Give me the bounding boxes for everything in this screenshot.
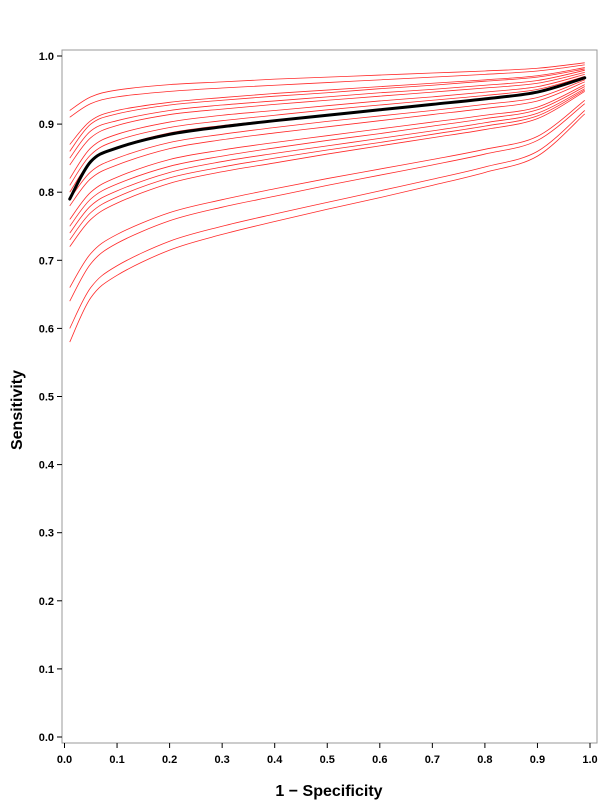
series-line-6	[69, 71, 585, 166]
x-tick-label: 0.1	[109, 754, 124, 766]
series-line-20	[69, 113, 586, 343]
y-tick-label: 0.9	[39, 119, 54, 131]
x-tick-label: 0.9	[530, 754, 545, 766]
y-tick-label: 0.8	[39, 187, 54, 199]
y-axis-title: Sensitivity	[9, 370, 26, 450]
series-line-3	[69, 67, 585, 145]
x-tick-label: 0.6	[372, 754, 387, 766]
y-tick-label: 1.0	[39, 51, 54, 63]
x-tick-label: 0.0	[57, 754, 72, 766]
series-line-8	[69, 76, 585, 186]
x-tick-label: 0.7	[425, 754, 440, 766]
series-line-16	[69, 91, 585, 247]
x-tick-label: 0.2	[162, 754, 177, 766]
x-tick-label: 0.8	[477, 754, 492, 766]
series-line-14	[69, 88, 585, 234]
series-line-17	[69, 99, 585, 288]
y-tick-label: 0.7	[39, 255, 54, 267]
y-tick-label: 0.6	[39, 323, 54, 335]
x-axis-title: 1 − Specificity	[275, 783, 382, 800]
series-line-5	[69, 69, 585, 159]
x-tick-label: 0.5	[320, 754, 335, 766]
series-layer	[69, 62, 586, 343]
y-axis: 0.0 0.1 0.2 0.3 0.4 0.5 0.6 0.7 0.8 0.9 1.0	[39, 51, 62, 744]
series-line-7	[69, 74, 585, 179]
series-line-9	[69, 77, 585, 193]
x-tick-label: 1.0	[582, 754, 597, 766]
series-line-4	[69, 68, 585, 152]
series-line-11	[69, 81, 585, 207]
series-line-1	[69, 62, 585, 111]
x-axis: 0.0 0.1 0.2 0.3 0.4 0.5 0.6 0.7 0.8 0.9 1.0	[57, 743, 598, 766]
series-line-13	[69, 86, 585, 227]
summary-layer	[68, 76, 587, 201]
x-tick-label: 0.4	[267, 754, 283, 766]
series-line-15	[69, 89, 585, 241]
series-line-18	[69, 103, 585, 302]
y-tick-label: 0.4	[39, 460, 55, 472]
series-line-2	[69, 64, 585, 118]
y-tick-label: 0.5	[39, 392, 54, 404]
series-line-12	[69, 84, 585, 220]
summary-curve	[68, 76, 587, 201]
y-tick-label: 0.2	[39, 596, 54, 608]
series-line-19	[69, 110, 586, 329]
y-tick-label: 0.3	[39, 528, 54, 540]
x-tick-label: 0.3	[215, 754, 230, 766]
y-tick-label: 0.0	[39, 732, 54, 744]
y-tick-label: 0.1	[39, 664, 54, 676]
series-line-10	[69, 79, 585, 200]
